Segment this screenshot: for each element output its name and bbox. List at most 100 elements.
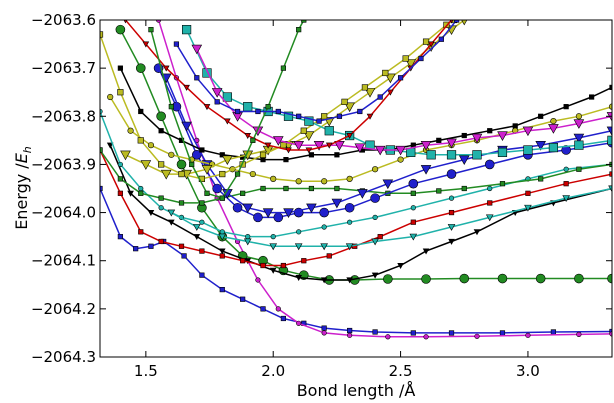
data-point xyxy=(211,88,223,98)
data-point xyxy=(304,116,314,126)
x-tick-label: 3.0 xyxy=(516,362,540,380)
data-point xyxy=(487,128,493,134)
data-point xyxy=(269,243,278,251)
data-point xyxy=(563,104,569,110)
data-point xyxy=(374,145,386,156)
data-point xyxy=(280,142,287,149)
data-point xyxy=(243,238,252,246)
data-point xyxy=(296,229,302,235)
data-point xyxy=(459,273,470,284)
data-point xyxy=(249,170,256,178)
data-point xyxy=(410,330,416,336)
data-point xyxy=(240,296,246,302)
data-point xyxy=(487,200,493,206)
y-tick-label: −2064.3 xyxy=(31,348,96,366)
data-point xyxy=(576,331,582,337)
data-point xyxy=(199,219,205,225)
data-point xyxy=(609,331,612,337)
data-point xyxy=(219,152,225,158)
data-point xyxy=(191,44,203,55)
data-point xyxy=(361,84,369,91)
data-point xyxy=(100,147,103,153)
data-point xyxy=(138,185,144,192)
data-point xyxy=(295,178,302,185)
data-point xyxy=(240,258,246,264)
data-point xyxy=(446,138,457,149)
data-point xyxy=(173,41,180,47)
data-point xyxy=(523,145,533,155)
x-axis-ticks: 1.5 2.0 2.5 3.0 xyxy=(134,20,540,380)
data-point xyxy=(117,190,123,196)
data-point xyxy=(270,234,276,240)
data-point xyxy=(357,189,368,199)
data-point xyxy=(608,185,612,193)
data-point xyxy=(364,88,376,98)
data-point xyxy=(140,160,152,170)
data-point xyxy=(446,169,457,179)
data-point xyxy=(127,127,134,134)
data-point xyxy=(115,24,126,35)
data-point xyxy=(308,185,315,192)
data-point xyxy=(162,65,170,72)
data-point xyxy=(563,181,569,187)
x-tick-label: 2.0 xyxy=(261,362,285,380)
data-point xyxy=(306,203,317,214)
y-tick-label: −2063.8 xyxy=(31,107,96,125)
data-point xyxy=(499,330,506,336)
data-point xyxy=(192,224,201,231)
y-axis-label-symbol: E xyxy=(12,152,31,163)
data-point xyxy=(168,104,174,110)
data-point xyxy=(202,68,212,78)
data-point xyxy=(178,200,185,206)
data-point xyxy=(420,141,432,151)
data-point xyxy=(301,258,307,264)
data-point xyxy=(538,176,544,182)
data-point xyxy=(264,142,272,149)
data-point xyxy=(194,75,200,81)
data-point xyxy=(535,273,546,284)
series-4 xyxy=(106,142,612,284)
data-point xyxy=(137,137,144,144)
data-point xyxy=(336,113,343,119)
data-point xyxy=(573,133,585,144)
data-point xyxy=(397,75,404,81)
data-point xyxy=(538,113,544,119)
series-layer xyxy=(100,20,612,340)
data-point xyxy=(574,140,584,150)
data-point xyxy=(366,113,374,120)
data-point xyxy=(260,185,266,192)
data-point xyxy=(224,118,231,125)
data-point xyxy=(607,273,612,284)
data-point xyxy=(370,193,380,203)
data-point xyxy=(201,165,213,175)
data-point xyxy=(142,41,150,48)
data-point xyxy=(512,123,518,129)
data-point xyxy=(222,92,232,102)
y-axis-label-text: Energy / xyxy=(12,163,31,230)
data-point xyxy=(265,104,271,110)
data-point xyxy=(127,190,134,197)
data-point xyxy=(436,137,442,143)
data-point xyxy=(147,210,155,216)
data-point xyxy=(234,108,241,115)
data-point xyxy=(260,306,266,312)
data-point xyxy=(474,333,480,339)
data-point xyxy=(448,209,455,216)
data-point xyxy=(234,171,241,177)
data-point xyxy=(218,233,227,241)
series-5 xyxy=(100,147,612,269)
data-point xyxy=(147,142,155,149)
data-point xyxy=(308,152,315,158)
y-axis-ticks: −2064.3 −2064.2 −2064.1 −2064.0 −2063.9 −2063… xyxy=(31,11,612,366)
data-point xyxy=(372,214,378,220)
data-point xyxy=(382,179,394,190)
data-point xyxy=(250,137,256,143)
data-point xyxy=(550,329,557,335)
data-point xyxy=(106,142,114,149)
data-point xyxy=(575,113,582,120)
data-point xyxy=(395,145,406,156)
data-point xyxy=(377,234,383,240)
data-point xyxy=(199,200,205,206)
data-point xyxy=(608,103,612,110)
data-point xyxy=(497,273,508,284)
